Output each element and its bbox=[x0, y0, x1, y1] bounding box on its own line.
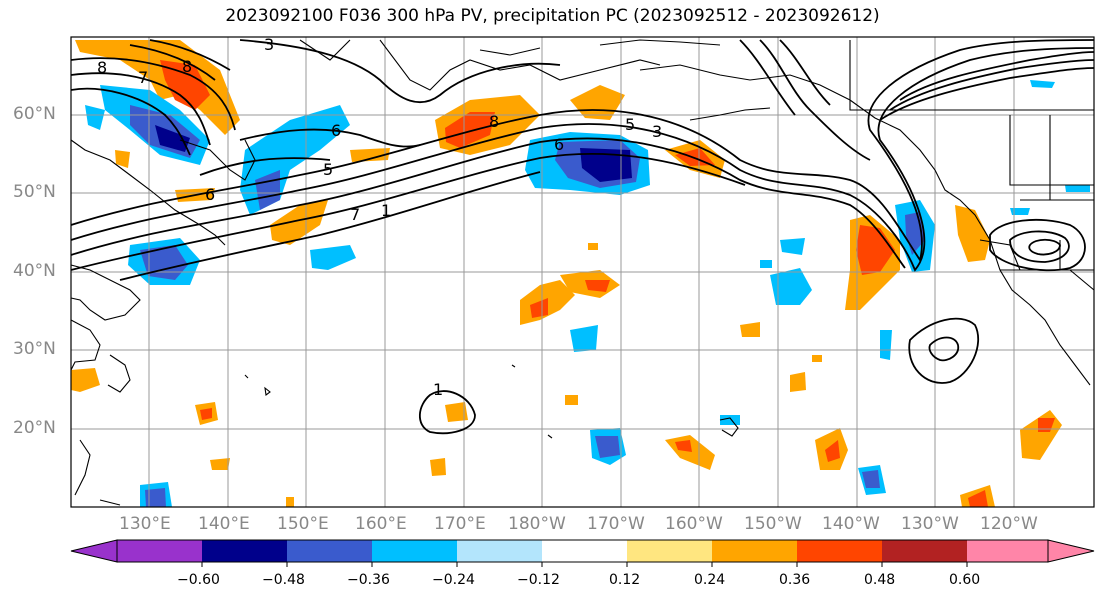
lon-label: 160°E bbox=[355, 514, 407, 534]
lon-label: 120°W bbox=[980, 514, 1038, 534]
colorbar-tick-label: 0.36 bbox=[779, 572, 811, 588]
lat-label: 60°N bbox=[13, 104, 56, 124]
colorbar-segment bbox=[117, 540, 202, 562]
colorbar-tick-label: −0.12 bbox=[517, 572, 560, 588]
colorbar-tick-label: −0.36 bbox=[347, 572, 390, 588]
lon-label: 180°W bbox=[508, 514, 566, 534]
contour-label: 1 bbox=[381, 201, 391, 220]
contour-label: 8 bbox=[182, 57, 192, 76]
lon-label: 170°W bbox=[587, 514, 645, 534]
contour-label: 8 bbox=[97, 58, 107, 77]
lon-label: 130°E bbox=[119, 514, 171, 534]
colorbar-segment bbox=[372, 540, 457, 562]
lon-label: 150°W bbox=[744, 514, 802, 534]
contour-label: 5 bbox=[323, 160, 333, 179]
colorbar-segment bbox=[967, 540, 1048, 562]
colorbar-segment bbox=[627, 540, 712, 562]
contour-labels: 8 7 6 5 7 8 6 5 3 1 1 3 8 6 bbox=[97, 35, 662, 399]
colorbar-tick-label: 0.60 bbox=[949, 572, 981, 588]
colorbar-tick-label: −0.48 bbox=[262, 572, 305, 588]
contour-label: 7 bbox=[350, 205, 360, 224]
map-title: 2023092100 F036 300 hPa PV, precipitatio… bbox=[225, 6, 880, 26]
colorbar-segment bbox=[542, 540, 627, 562]
colorbar-segment bbox=[287, 540, 372, 562]
lat-label: 40°N bbox=[13, 261, 56, 281]
lat-label: 50°N bbox=[13, 182, 56, 202]
colorbar-segment bbox=[882, 540, 967, 562]
contour-label: 6 bbox=[331, 121, 341, 140]
contour-label: 3 bbox=[652, 122, 662, 141]
colorbar-segment bbox=[202, 540, 287, 562]
colorbar-extend-max bbox=[1047, 539, 1095, 563]
lon-label: 140°W bbox=[822, 514, 880, 534]
colorbar-extend-min bbox=[70, 539, 118, 563]
lon-label: 150°E bbox=[277, 514, 329, 534]
colorbar-segment bbox=[457, 540, 542, 562]
colorbar-tick-label: 0.24 bbox=[694, 572, 726, 588]
contour-label: 6 bbox=[205, 185, 215, 204]
lon-label: 170°E bbox=[434, 514, 486, 534]
colorbar-tick-label: −0.24 bbox=[432, 572, 475, 588]
contour-label: 7 bbox=[138, 68, 148, 87]
precip-shading bbox=[71, 40, 1090, 507]
contour-label: 6 bbox=[554, 135, 564, 154]
coastlines bbox=[70, 39, 1095, 506]
lat-label: 30°N bbox=[13, 339, 56, 359]
graticule bbox=[71, 37, 1094, 507]
map-panel: 8 7 6 5 7 8 6 5 3 1 1 3 8 6 bbox=[70, 35, 1095, 508]
colorbar-tick-label: 0.48 bbox=[864, 572, 896, 588]
lat-label: 20°N bbox=[13, 418, 56, 438]
colorbar-tick-label: 0.12 bbox=[609, 572, 641, 588]
lon-label: 140°E bbox=[198, 514, 250, 534]
contour-label: 5 bbox=[625, 115, 635, 134]
contour-label: 3 bbox=[264, 35, 274, 54]
contour-label: 1 bbox=[433, 380, 443, 399]
colorbar bbox=[70, 539, 1095, 567]
lon-label: 130°W bbox=[901, 514, 959, 534]
lon-label: 160°W bbox=[665, 514, 723, 534]
colorbar-segment bbox=[712, 540, 797, 562]
pv-contours bbox=[70, 39, 1095, 435]
colorbar-segment bbox=[797, 540, 882, 562]
colorbar-tick-label: −0.60 bbox=[177, 572, 220, 588]
contour-label: 8 bbox=[489, 112, 499, 131]
